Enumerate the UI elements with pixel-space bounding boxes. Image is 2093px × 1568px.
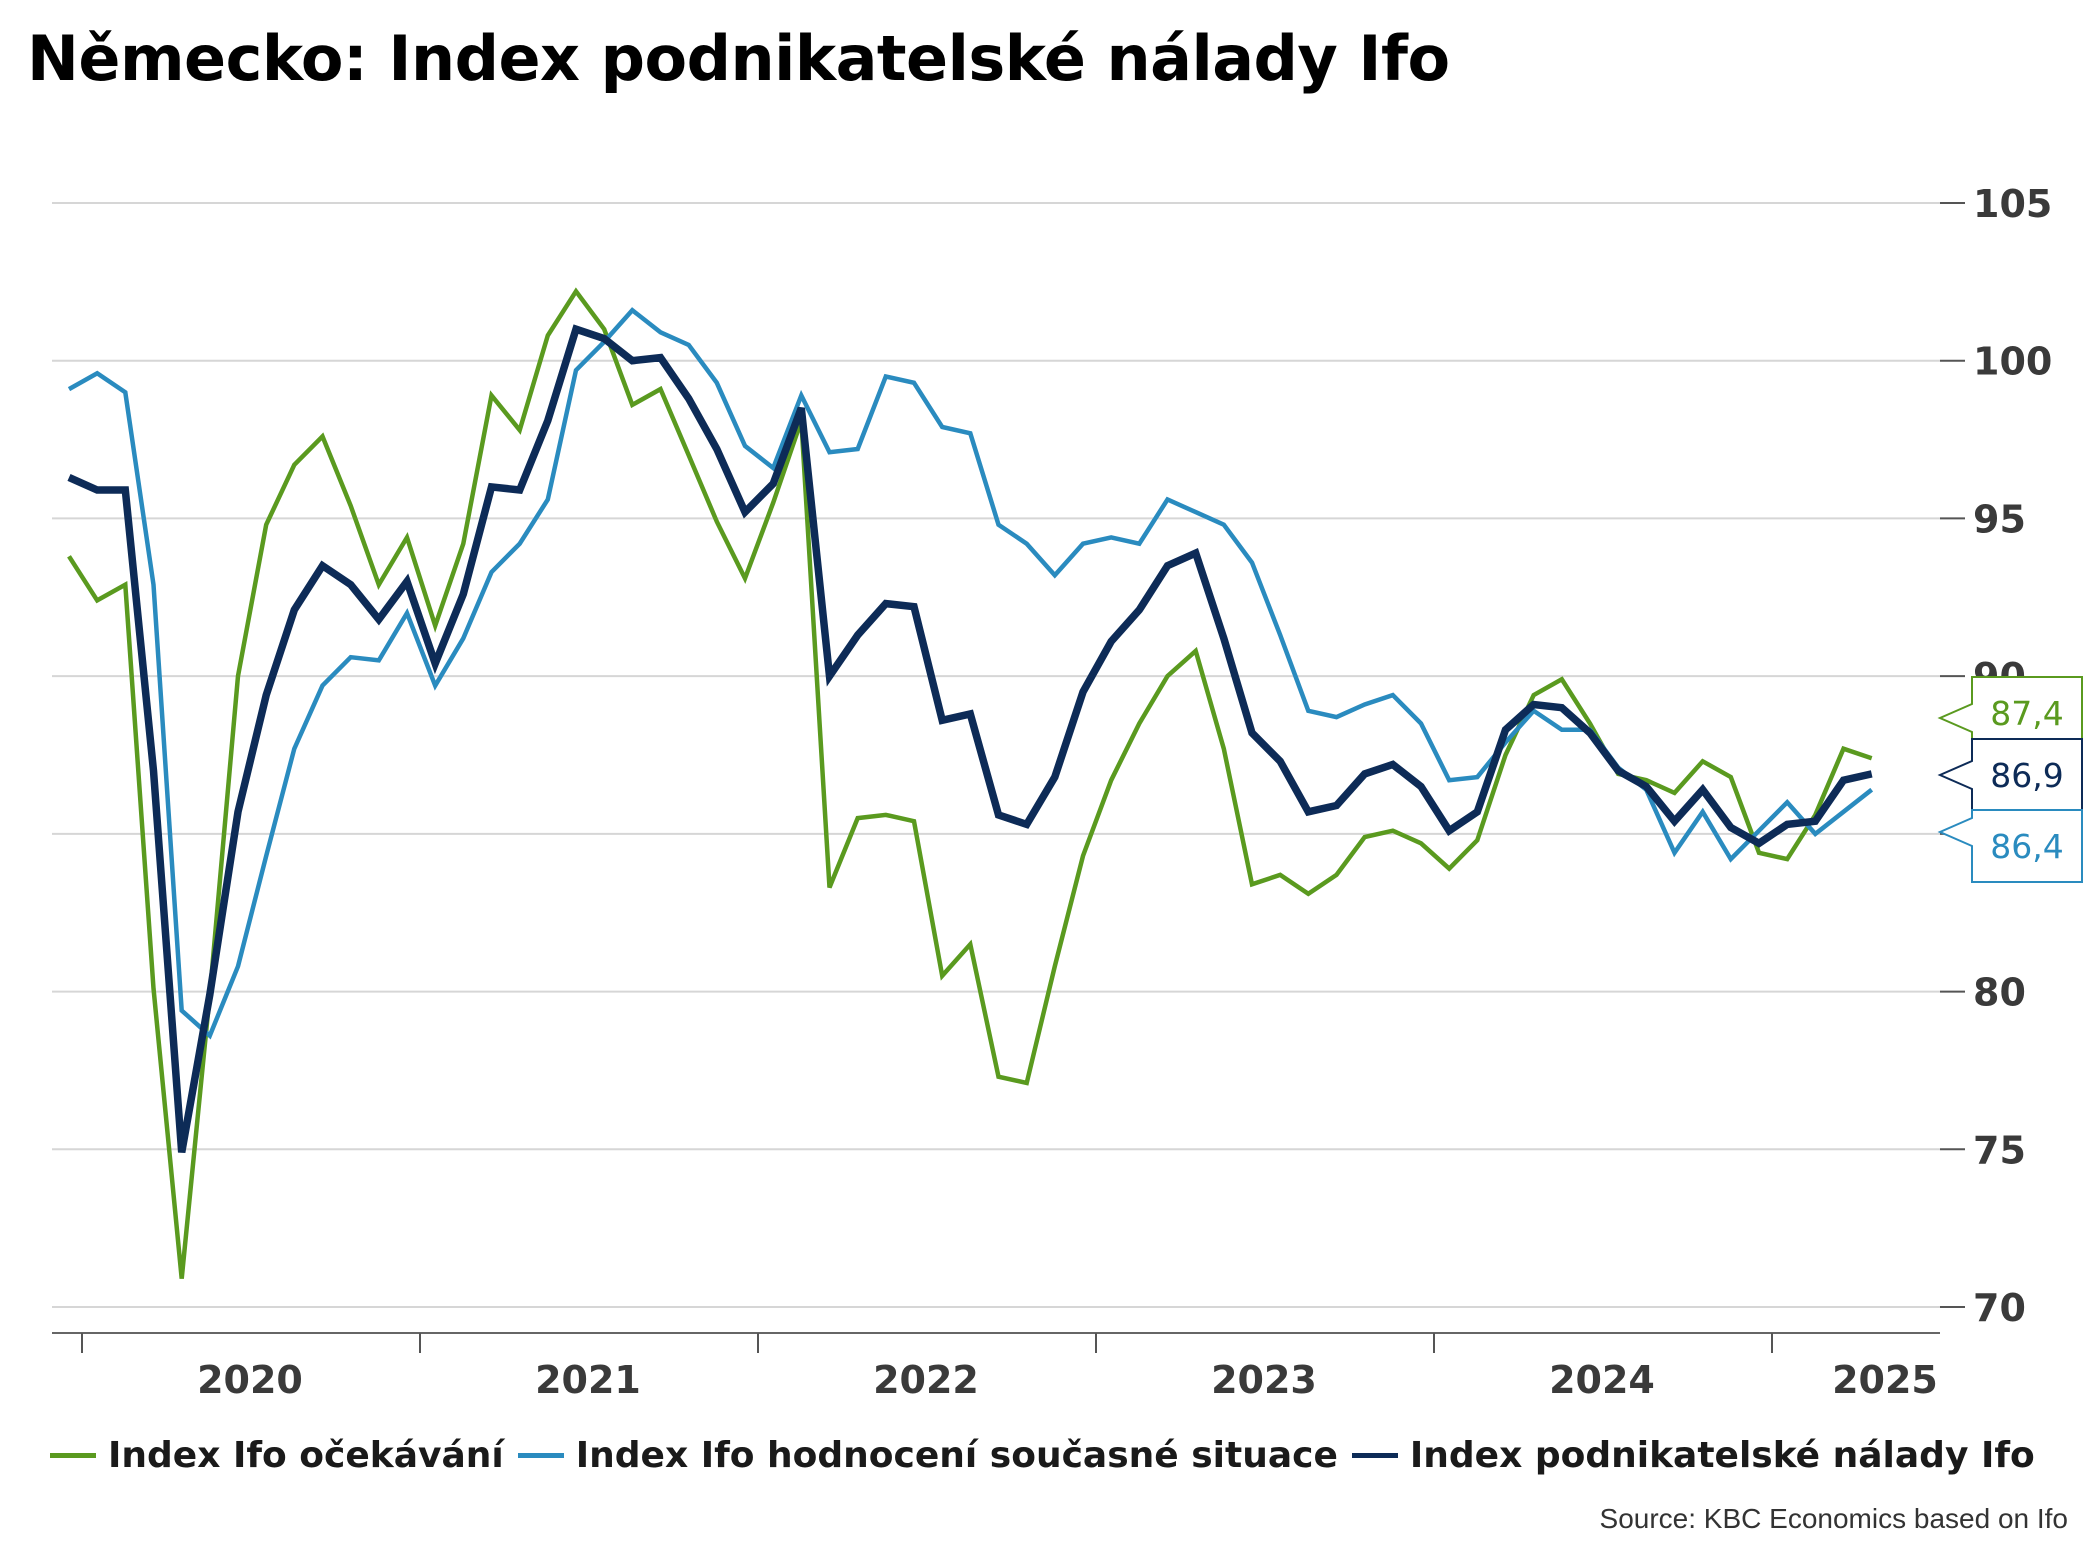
ytick-label-105: 105 — [1973, 182, 2052, 226]
legend-swatch-climate — [1351, 1452, 1398, 1458]
xtick-label-2020: 2020 — [197, 1358, 303, 1402]
xtick-label-2021: 2021 — [535, 1358, 641, 1402]
ytick-label-95: 95 — [1973, 497, 2026, 541]
legend-item-expectations[interactable]: Index Ifo očekávání — [50, 1435, 504, 1476]
ytick-label-70: 70 — [1973, 1286, 2026, 1330]
legend-swatch-current — [517, 1452, 564, 1458]
ytick-label-75: 75 — [1973, 1128, 2026, 1172]
ytick-label-80: 80 — [1973, 971, 2026, 1015]
xtick-label-2025: 2025 — [1832, 1358, 1938, 1402]
legend-label-expectations: Index Ifo očekávání — [108, 1434, 504, 1476]
legend-label-climate: Index podnikatelské nálady Ifo — [1409, 1434, 2035, 1476]
legend-swatch-expectations — [50, 1452, 96, 1458]
series-line-1 — [67, 307, 1874, 1040]
callout-value-0: 87,4 — [1990, 694, 2063, 733]
legend-label-current: Index Ifo hodnocení současné situace — [575, 1434, 1338, 1476]
gridlines — [52, 202, 1940, 1308]
callout-box-2 — [1937, 738, 2083, 812]
legend: Index Ifo očekávání Index Ifo hodnocení … — [50, 1425, 2049, 1485]
xtick-label-2022: 2022 — [873, 1358, 979, 1402]
series-line-0 — [67, 287, 1873, 1279]
legend-item-climate[interactable]: Index podnikatelské nálady Ifo — [1351, 1434, 2035, 1476]
ifo-line-chart: 707580859095100105 202020212022202320242… — [52, 182, 2083, 1402]
xtick-label-2024: 2024 — [1549, 1358, 1655, 1402]
callout-value-2: 86,9 — [1990, 756, 2063, 795]
x-axis: 2020 2021 2022 2023 2024 2025 — [52, 1332, 1940, 1402]
callout-value-1: 86,4 — [1990, 827, 2063, 866]
ytick-label-100: 100 — [1973, 340, 2052, 384]
page-title: Německo: Index podnikatelské nálady Ifo — [27, 22, 1450, 95]
xtick-label-2023: 2023 — [1211, 1358, 1317, 1402]
source-note: Source: KBC Economics based on Ifo — [1599, 1503, 2068, 1534]
callout-box-1 — [1937, 809, 2083, 883]
series-lines — [67, 287, 1874, 1279]
end-value-labels: 87,4 86,9 86,4 — [1937, 676, 2083, 883]
series-line-2 — [67, 324, 1873, 1154]
legend-item-current[interactable]: Index Ifo hodnocení současné situace — [517, 1434, 1338, 1476]
